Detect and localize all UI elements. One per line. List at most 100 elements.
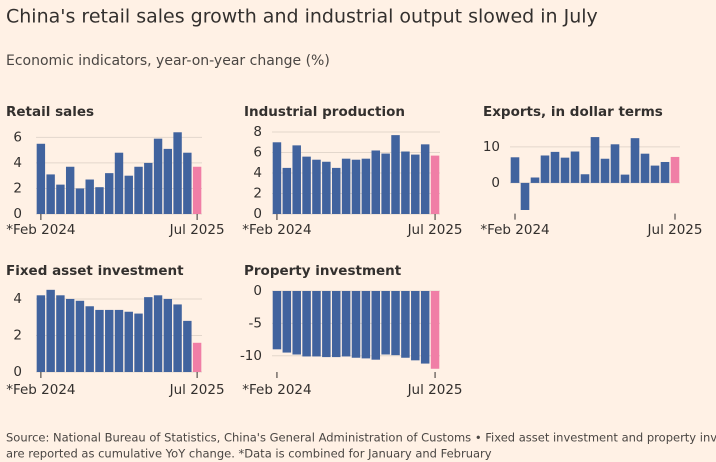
y-tick-label: 0 [253,283,262,299]
bar [46,174,55,214]
bar [75,188,85,214]
bar [302,156,311,214]
bar [114,309,124,372]
bar [36,295,46,372]
x-tick-label: *Feb 2024 [6,382,75,398]
bar [65,298,75,372]
bar [153,295,163,372]
bar [391,135,400,214]
bar [371,150,381,214]
panel-title: Property investment [244,263,402,279]
bar [95,187,104,214]
bar [85,179,94,214]
source-note: are reported as cumulative YoY change. *… [6,447,492,461]
bar [163,298,173,372]
bar [134,313,143,372]
y-tick-label: 2 [13,327,22,343]
bar [105,309,114,372]
bar [620,174,630,183]
bar [173,132,182,214]
bar [144,162,153,214]
bar [391,291,400,356]
bar [351,291,361,358]
page-title: China's retail sales growth and industri… [6,6,598,28]
bar [550,151,560,183]
bar [530,177,540,183]
bar [312,291,321,357]
source-note: Source: National Bureau of Statistics, C… [6,431,716,445]
bar [282,167,292,214]
panel-title: Industrial production [244,104,405,120]
x-tick-label: Jul 2025 [169,382,225,398]
y-tick-label: 0 [253,206,262,222]
bar [163,148,173,214]
bar [144,297,153,372]
bar [381,291,390,355]
bar [85,306,94,372]
x-tick-label: *Feb 2024 [242,382,311,398]
bar [312,159,321,214]
bar [272,142,282,214]
bar [124,175,133,214]
bar [124,311,133,372]
bar [183,320,192,372]
x-tick-label: Jul 2025 [407,222,463,238]
x-tick-label: *Feb 2024 [480,222,549,238]
y-tick-label: 8 [253,124,262,140]
bar [292,291,301,355]
y-tick-label: 4 [13,155,22,171]
y-tick-label: 4 [253,165,262,181]
bar [430,155,440,214]
y-tick-label: 4 [13,291,22,307]
bar [660,161,670,183]
bar [650,165,660,183]
y-tick-label: 10 [483,139,500,155]
bar [302,291,311,357]
y-tick-label: 0 [13,364,22,380]
bar [75,300,85,372]
bar [670,156,680,183]
y-tick-label: 6 [13,129,22,145]
bar [56,184,65,214]
bar [401,151,410,214]
bar [95,309,104,372]
bar [351,159,361,214]
bar [520,182,530,210]
bar [411,154,420,214]
bar [114,152,124,214]
bar [371,291,381,360]
bar [46,289,55,372]
bar [322,161,331,214]
y-tick-label: 0 [13,206,22,222]
bar [630,138,640,183]
bar [341,291,351,357]
y-tick-label: 6 [253,145,262,161]
bar [570,151,580,183]
bar [272,291,282,350]
bar [134,166,143,214]
bar [322,291,331,358]
page-subtitle: Economic indicators, year-on-year change… [6,53,330,69]
bar [282,291,292,353]
bar [381,153,390,214]
bar [192,166,202,214]
y-tick-label: 2 [253,186,262,202]
bar [510,157,520,183]
bar [65,166,75,214]
bar [411,291,420,361]
bar [192,342,202,372]
panel-title: Fixed asset investment [6,263,184,279]
panel-title: Exports, in dollar terms [483,104,663,120]
bar [105,173,114,214]
bar [600,158,610,183]
bar [361,158,371,214]
x-tick-label: Jul 2025 [407,382,463,398]
y-tick-label: 0 [491,175,500,191]
x-tick-label: Jul 2025 [169,222,225,238]
y-tick-label: 2 [13,180,22,196]
x-tick-label: Jul 2025 [647,222,703,238]
x-tick-label: *Feb 2024 [242,222,311,238]
bar [401,291,410,358]
bar [580,174,590,183]
